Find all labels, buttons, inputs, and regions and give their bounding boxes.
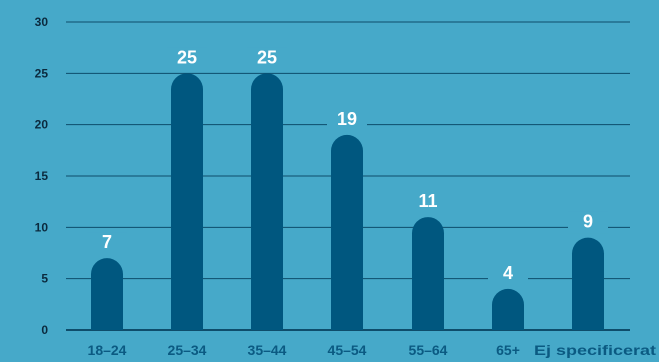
x-tick-label: 18–24 xyxy=(88,342,127,358)
data-label-background xyxy=(167,47,207,70)
y-tick-label: 30 xyxy=(35,15,49,29)
data-label-background xyxy=(87,232,127,255)
bar-65+ xyxy=(492,288,524,330)
data-label: 11 xyxy=(418,191,437,211)
data-label: 7 xyxy=(102,232,112,252)
x-axis-ticks: 18–24 25–34 35–44 45–54 55–64 65+ Ej specifice… xyxy=(88,342,657,358)
y-tick-label: 15 xyxy=(35,169,49,183)
data-label: 19 xyxy=(337,109,357,129)
y-tick-label: 0 xyxy=(41,323,48,337)
data-label: 9 xyxy=(583,212,593,232)
y-tick-label: 5 xyxy=(41,272,48,286)
x-tick-label: 25–34 xyxy=(168,342,207,358)
bar-25-34 xyxy=(171,73,203,330)
x-tick-label: Ej specificerat xyxy=(534,342,656,358)
data-label-background xyxy=(488,262,528,285)
bar-45-54 xyxy=(331,134,363,330)
bars xyxy=(91,73,604,330)
bar-ej-specificerat xyxy=(572,237,604,330)
y-tick-label: 25 xyxy=(35,66,49,80)
x-tick-label: 45–54 xyxy=(328,342,367,358)
x-tick-label: 65+ xyxy=(496,342,520,358)
bar-35-44 xyxy=(251,73,283,330)
data-label: 4 xyxy=(503,263,513,283)
data-label-background xyxy=(568,211,608,234)
x-tick-label: 55–64 xyxy=(409,342,448,358)
data-label: 25 xyxy=(257,47,277,67)
x-tick-label: 35–44 xyxy=(248,342,287,358)
data-label-background xyxy=(327,108,367,131)
data-label-background xyxy=(247,47,287,70)
data-label: 25 xyxy=(177,47,197,67)
bar-55-64 xyxy=(412,217,444,330)
y-tick-label: 10 xyxy=(35,220,49,234)
data-label-background xyxy=(408,191,448,214)
data-labels: 7 25 25 19 11 4 9 xyxy=(87,47,608,285)
bar-18-24 xyxy=(91,258,123,330)
y-axis-ticks: 0 5 10 15 20 25 30 xyxy=(35,15,49,337)
y-tick-label: 20 xyxy=(35,118,49,132)
